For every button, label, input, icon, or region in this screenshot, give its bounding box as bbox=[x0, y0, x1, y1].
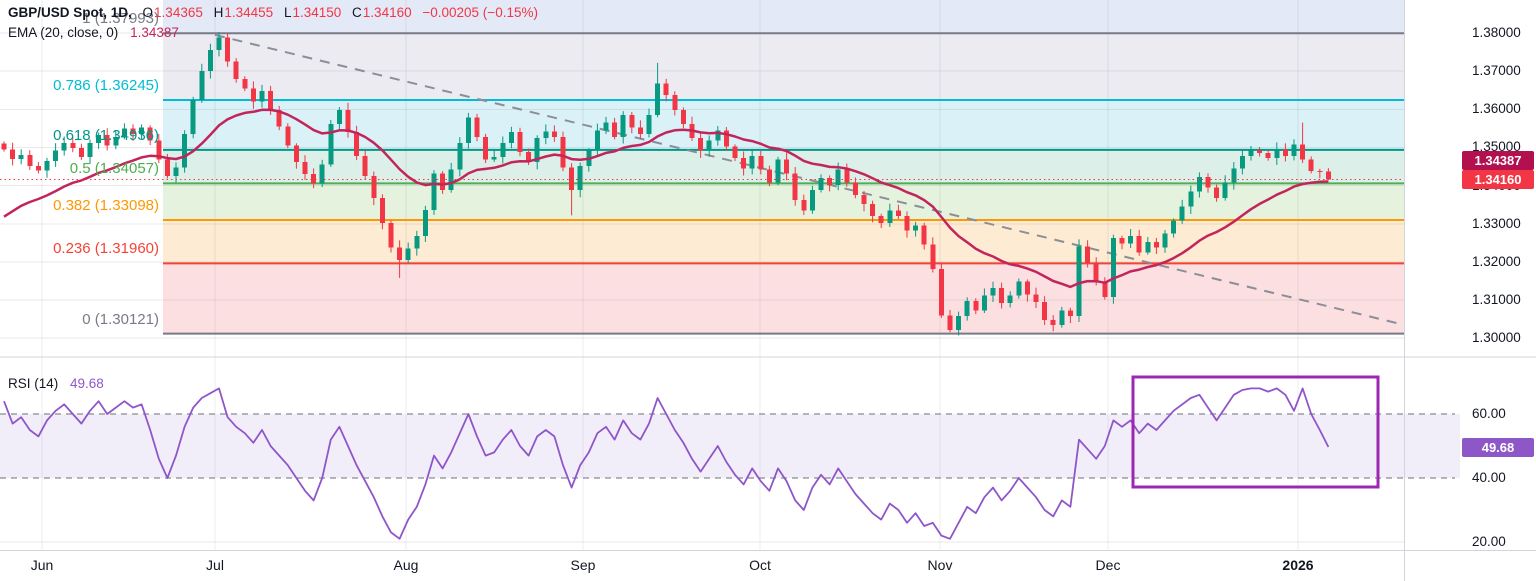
fib-level-label: 0.618 (1.34936) bbox=[53, 126, 159, 144]
time-axis-label: Nov bbox=[927, 557, 953, 573]
time-axis-label: Oct bbox=[749, 557, 771, 573]
candles-layer[interactable] bbox=[1, 32, 1331, 336]
price-axis-label: 1.33000 bbox=[1472, 215, 1521, 231]
rsi-value-badge: 49.68 bbox=[1462, 438, 1534, 457]
low-label: L bbox=[283, 5, 292, 20]
close-value: 1.34160 bbox=[362, 5, 412, 20]
fib-level-label: 1 (1.37993) bbox=[82, 10, 159, 28]
time-axis-label: Jun bbox=[30, 557, 54, 573]
time-axis-label: 2026 bbox=[1282, 557, 1314, 573]
high-value: 1.34455 bbox=[224, 5, 274, 20]
low-value: 1.34150 bbox=[292, 5, 342, 20]
rsi-axis-label: 20.00 bbox=[1472, 534, 1506, 549]
fib-level-label: 0.786 (1.36245) bbox=[53, 76, 159, 94]
rsi-label: RSI (14) bbox=[8, 376, 59, 391]
rsi-axis-label: 60.00 bbox=[1472, 406, 1506, 421]
last-price-badge: 1.34160 bbox=[1462, 170, 1534, 189]
fib-level-label: 0.382 (1.33098) bbox=[53, 197, 159, 214]
price-axis-label: 1.37000 bbox=[1472, 63, 1521, 79]
price-axis-label: 1.31000 bbox=[1472, 292, 1521, 308]
rsi-value: 49.68 bbox=[70, 376, 104, 391]
ema-line[interactable] bbox=[3, 108, 1329, 289]
ema-label: EMA (20, close, 0) bbox=[8, 25, 119, 40]
ema-legend[interactable]: EMA (20, close, 0) 1.34387 bbox=[8, 25, 179, 40]
open-label: O bbox=[142, 5, 154, 20]
high-label: H bbox=[213, 5, 224, 20]
ema-value-badge: 1.34387 bbox=[1462, 151, 1534, 170]
trendline-drawing[interactable] bbox=[214, 33, 1405, 326]
time-axis-label: Sep bbox=[570, 557, 596, 573]
rsi-legend[interactable]: RSI (14) 49.68 bbox=[8, 376, 104, 391]
rsi-axis-label: 40.00 bbox=[1472, 470, 1506, 485]
fib-level-label: 0 (1.30121) bbox=[82, 310, 159, 328]
price-axis-label: 1.36000 bbox=[1472, 101, 1521, 117]
time-axis-label: Dec bbox=[1095, 557, 1121, 573]
price-axis-label: 1.30000 bbox=[1472, 330, 1521, 346]
price-axis-label: 1.35000 bbox=[1472, 139, 1521, 155]
open-value: 1.34365 bbox=[154, 5, 203, 20]
close-label: C bbox=[352, 5, 362, 20]
fib-level-label: 0.5 (1.34057) bbox=[69, 160, 159, 178]
fib-band-fills bbox=[163, 0, 1404, 334]
symbol-legend[interactable]: GBP/USD Spot, 1D, O1.34365 H1.34455 L1.3… bbox=[8, 5, 538, 20]
time-axis-label: Jul bbox=[206, 557, 224, 573]
ema-value: 1.34387 bbox=[130, 25, 179, 40]
time-axis-label: Aug bbox=[393, 557, 419, 573]
rsi-line[interactable] bbox=[3, 387, 1330, 540]
rsi-highlight-box[interactable] bbox=[1131, 375, 1380, 489]
change-value: −0.00205 (−0.15%) bbox=[422, 5, 538, 20]
price-axis-label: 1.32000 bbox=[1472, 253, 1521, 269]
fib-level-label: 0.236 (1.31960) bbox=[53, 240, 159, 258]
symbol-title: GBP/USD Spot, 1D, bbox=[8, 5, 132, 20]
price-axis-label: 1.38000 bbox=[1472, 25, 1521, 40]
